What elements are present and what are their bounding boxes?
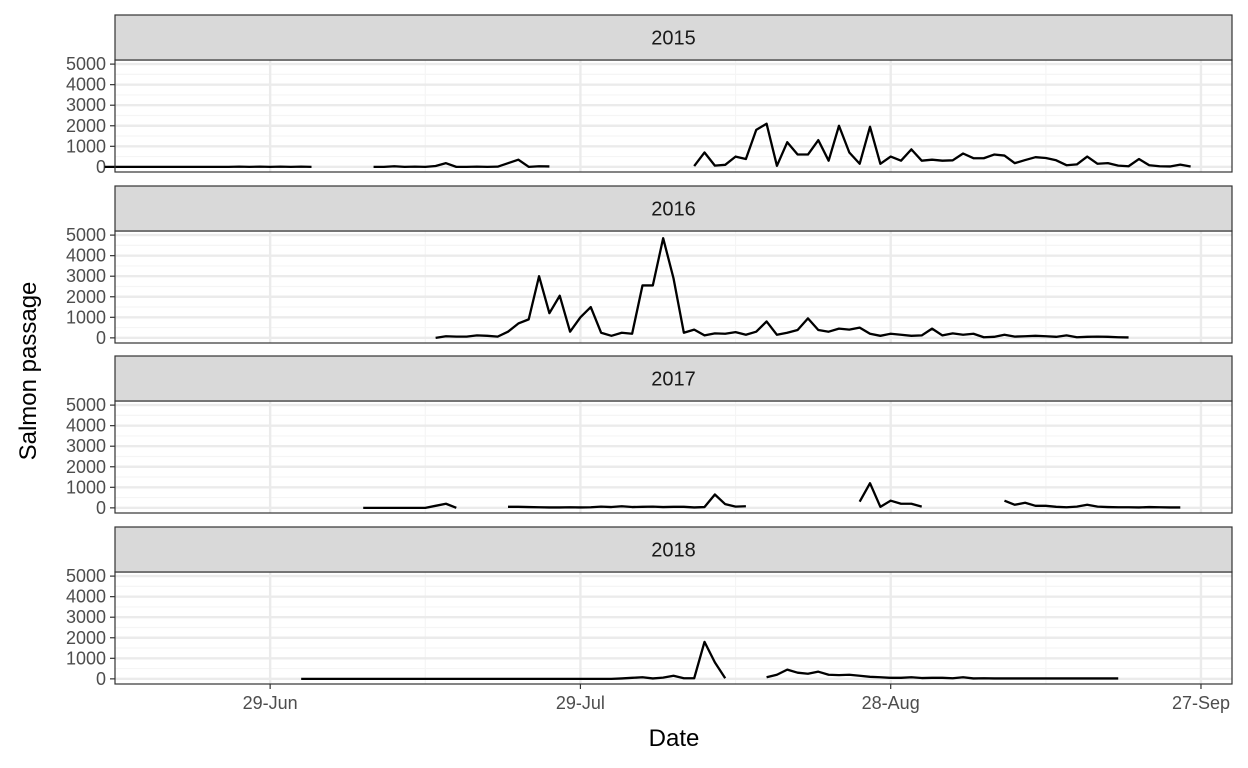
y-tick-label: 2000 [66, 116, 106, 136]
x-tick-label: 28-Aug [862, 693, 920, 713]
y-tick-label: 1000 [66, 648, 106, 668]
facet-panels: 0100020003000400050002015010002000300040… [66, 14, 1233, 689]
y-tick-label: 0 [96, 669, 106, 689]
facet-strip-label: 2017 [651, 369, 696, 391]
y-tick-label: 3000 [66, 607, 106, 627]
y-tick-label: 3000 [66, 95, 106, 115]
y-tick-label: 5000 [66, 54, 106, 74]
facet-strip [114, 526, 1233, 573]
x-axis: 29-Jun 29-Jul 28-Aug 27-Sep [243, 684, 1230, 713]
y-tick-label: 2000 [66, 457, 106, 477]
y-tick-label: 5000 [66, 225, 106, 245]
facet-strip-label: 2015 [651, 28, 696, 50]
series-line-2017-segment-4 [1004, 499, 1181, 509]
y-tick-label: 2000 [66, 287, 106, 307]
series-line-2018-segment-1 [301, 640, 727, 681]
y-tick-label: 4000 [66, 246, 106, 266]
y-tick-label: 2000 [66, 628, 106, 648]
series-line-2017-segment-1 [363, 502, 457, 510]
facet-strip [114, 355, 1233, 402]
series-line-2015-segment-2 [373, 158, 550, 169]
y-tick-label: 3000 [66, 266, 106, 286]
facet-strip-label: 2016 [651, 199, 696, 221]
x-axis-title: Date [649, 725, 700, 752]
y-tick-label: 1000 [66, 477, 106, 497]
y-tick-label: 1000 [66, 136, 106, 156]
y-tick-label: 0 [96, 498, 106, 518]
series-line-2017-segment-2 [508, 493, 746, 509]
y-tick-label: 3000 [66, 436, 106, 456]
series-line-2018-segment-2 [766, 668, 1119, 680]
facet-strip [114, 185, 1233, 232]
y-tick-label: 5000 [66, 395, 106, 415]
series-line-2015-segment-3 [693, 122, 1191, 168]
y-tick-label: 5000 [66, 566, 106, 586]
facet-strip-label: 2018 [651, 540, 696, 562]
facet-strip [114, 14, 1233, 61]
y-tick-label: 4000 [66, 416, 106, 436]
y-tick-label: 0 [96, 157, 106, 177]
y-tick-label: 4000 [66, 587, 106, 607]
x-tick-label: 27-Sep [1172, 693, 1230, 713]
x-tick-label: 29-Jun [243, 693, 298, 713]
y-tick-label: 4000 [66, 75, 106, 95]
x-tick-label: 29-Jul [556, 693, 605, 713]
y-tick-label: 1000 [66, 307, 106, 327]
y-axis-title: Salmon passage [15, 282, 42, 461]
y-tick-label: 0 [96, 328, 106, 348]
series-line-2017-segment-3 [858, 482, 923, 508]
series-line-2016-segment-1 [435, 237, 1129, 339]
